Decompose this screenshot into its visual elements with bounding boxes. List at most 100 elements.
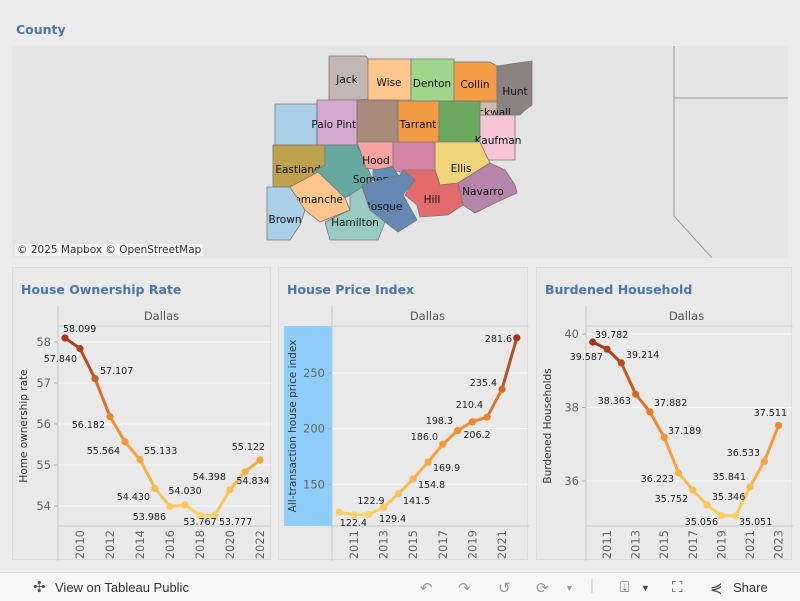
y-axis-title[interactable]: Home ownership rate: [18, 369, 30, 482]
data-point[interactable]: [761, 458, 768, 465]
data-point[interactable]: [424, 459, 431, 466]
data-point[interactable]: [136, 456, 143, 463]
undo-icon[interactable]: ↶: [420, 579, 433, 597]
data-point[interactable]: [439, 441, 446, 448]
y-axis-title[interactable]: Burdened Households: [542, 368, 554, 483]
data-point[interactable]: [181, 501, 188, 508]
y-tick-label: 150: [303, 477, 325, 491]
data-point[interactable]: [689, 487, 696, 494]
data-label: 36.533: [727, 448, 760, 459]
data-point[interactable]: [646, 408, 653, 415]
data-label: 35.346: [712, 492, 745, 503]
county-johnson[interactable]: [393, 142, 435, 173]
x-tick-label: 2021: [495, 530, 509, 559]
data-point[interactable]: [395, 490, 402, 497]
data-label: 35.051: [739, 517, 772, 528]
x-tick-label: 2015: [657, 530, 671, 559]
county-label-tarrant: Tarrant: [399, 119, 437, 131]
data-point[interactable]: [718, 512, 725, 519]
data-point[interactable]: [336, 509, 343, 516]
data-point[interactable]: [746, 483, 753, 490]
fullscreen-icon[interactable]: ⛶: [672, 579, 683, 596]
facet-label-dallas[interactable]: Dallas: [410, 309, 445, 323]
revert-icon[interactable]: ↺: [498, 579, 511, 597]
refresh-icon[interactable]: ⟳: [536, 579, 549, 597]
data-label: 53.767: [183, 517, 216, 528]
data-point[interactable]: [241, 468, 248, 475]
county-parker[interactable]: [357, 100, 398, 142]
data-point[interactable]: [603, 346, 610, 353]
x-tick-label: 2017: [686, 530, 700, 559]
data-point[interactable]: [454, 427, 461, 434]
data-label: 281.6: [485, 334, 512, 345]
data-point[interactable]: [675, 469, 682, 476]
data-point[interactable]: [226, 486, 233, 493]
data-label: 57.107: [100, 366, 133, 377]
line-segment: [95, 379, 110, 417]
data-label: 57.840: [44, 354, 77, 365]
data-point[interactable]: [513, 334, 520, 341]
data-point[interactable]: [256, 456, 263, 463]
x-tick-label: 2021: [743, 530, 757, 559]
data-point[interactable]: [704, 501, 711, 508]
share-icon[interactable]: ⋞: [710, 579, 723, 597]
data-point[interactable]: [484, 413, 491, 420]
share-button[interactable]: Share: [733, 580, 768, 595]
data-point[interactable]: [61, 334, 68, 341]
y-tick-label: 250: [303, 366, 325, 380]
data-point[interactable]: [632, 391, 639, 398]
data-point[interactable]: [76, 345, 83, 352]
x-tick-label: 2018: [193, 530, 207, 559]
y-tick-label: 57: [36, 376, 51, 390]
x-tick-label: 2011: [347, 530, 361, 559]
data-point[interactable]: [498, 386, 505, 393]
refresh-dropdown-icon[interactable]: ▼: [565, 583, 574, 593]
county-label-hunt: Hunt: [502, 86, 527, 98]
line-segment: [487, 389, 502, 417]
data-point[interactable]: [121, 438, 128, 445]
data-point[interactable]: [469, 418, 476, 425]
facet-label-dallas[interactable]: Dallas: [669, 309, 704, 323]
y-tick-label: 36: [564, 474, 579, 488]
x-tick-label: 2019: [465, 530, 479, 559]
data-point[interactable]: [410, 475, 417, 482]
y-tick-label: 38: [564, 401, 579, 415]
data-point[interactable]: [166, 503, 173, 510]
view-on-tableau-link[interactable]: View on Tableau Public: [55, 580, 189, 595]
line-segment: [650, 412, 664, 437]
download-dropdown-icon[interactable]: ▼: [641, 583, 650, 593]
county-label-hill: Hill: [424, 194, 441, 206]
x-tick-label: 2020: [223, 530, 237, 559]
facet-label-dallas[interactable]: Dallas: [144, 309, 179, 323]
x-tick-label: 2022: [253, 530, 267, 559]
data-label: 198.3: [426, 416, 453, 427]
download-icon[interactable]: ⍗: [620, 579, 629, 596]
y-tick-label: 54: [36, 499, 51, 513]
data-point[interactable]: [151, 485, 158, 492]
x-tick-label: 2015: [406, 530, 420, 559]
data-point[interactable]: [661, 434, 668, 441]
y-tick-label: 200: [303, 422, 325, 436]
data-point[interactable]: [365, 511, 372, 518]
data-point[interactable]: [775, 422, 782, 429]
data-point[interactable]: [91, 375, 98, 382]
data-point[interactable]: [106, 413, 113, 420]
house-price-index-title: House Price Index: [287, 282, 414, 297]
y-axis-title[interactable]: All-transaction house price index: [287, 340, 299, 513]
house-ownership-title: House Ownership Rate: [21, 282, 181, 297]
data-label: 235.4: [470, 378, 497, 389]
county-label-brown: Brown: [269, 214, 302, 226]
data-label: 56.182: [72, 420, 105, 431]
data-point[interactable]: [618, 359, 625, 366]
line-segment: [502, 338, 517, 389]
data-label: 39.782: [595, 330, 628, 341]
redo-icon[interactable]: ↷: [458, 579, 471, 597]
map-attribution[interactable]: © 2025 Mapbox © OpenStreetMap: [15, 244, 203, 256]
county-label-palo-pinto: Palo Pinto: [311, 119, 362, 131]
house-price-index-panel: Dallas All-transaction house price index 1…: [278, 267, 528, 560]
line-segment: [215, 490, 230, 515]
data-label: 36.223: [641, 474, 674, 485]
county-label-navarro: Navarro: [462, 186, 504, 198]
